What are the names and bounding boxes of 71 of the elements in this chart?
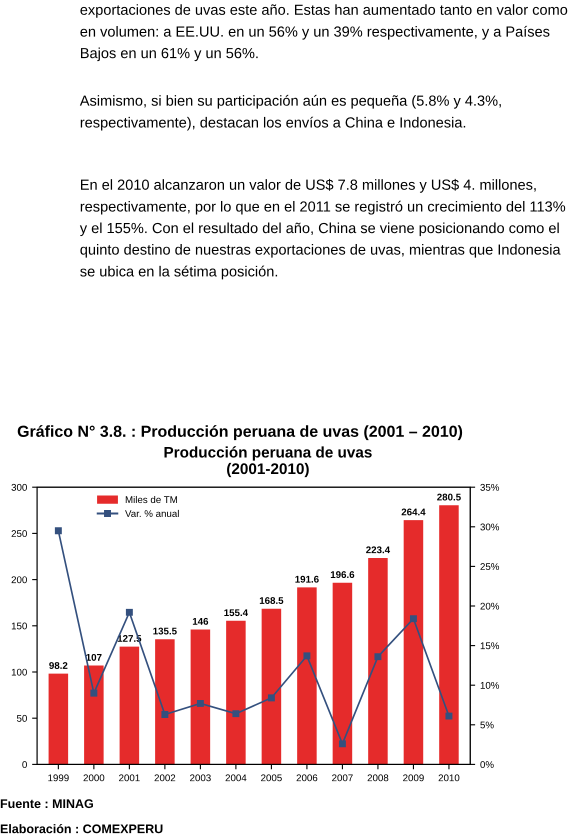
point	[374, 653, 382, 660]
x-tick-label: 2006	[296, 774, 318, 782]
y2-tick-label: 15%	[480, 642, 500, 650]
data-label: 98.2	[49, 662, 68, 669]
y2-tick-label: 20%	[480, 602, 500, 610]
data-label: 280.5	[437, 494, 461, 501]
x-tick-label: 2003	[190, 774, 211, 782]
y2-tick-label: 0%	[480, 761, 494, 768]
x-tick-label: 2000	[84, 774, 104, 782]
bar	[297, 587, 317, 764]
x-tick-label: 2002	[154, 774, 176, 782]
y-tick-label: 100	[12, 668, 27, 676]
point	[90, 690, 98, 697]
text: En el 2010 alcanzaron un valor de US$ 7.8 millones y US$ 4. millones, respectivamente, por lo que en el 2011 se registró un crecimiento del 113% y el 155%. Con el resultado del año, China se viene posicionando como el quinto destino de nuestras exportaciones de uvas, mientras que Indonesia se ubica en la sétima posición.	[80, 178, 566, 280]
bar	[120, 646, 140, 764]
bar	[226, 620, 246, 764]
text: Asimismo, si bien su participación aún es pequeña (5.8% y 4.3%, respectivamente), destacan los envíos a China e Indonesia.	[80, 94, 501, 131]
x-tick-label: 2008	[368, 774, 388, 782]
x-tick-label: 2009	[403, 774, 424, 782]
data-label: 135.5	[153, 628, 177, 635]
x-tick-label: 2010	[438, 774, 460, 782]
data-label: 155.4	[224, 609, 248, 616]
y2-tick-label: 35%	[480, 484, 500, 491]
text: exportaciones de uvas este año. Estas han aumentado tanto en valor como en volumen: a EE.UU. en un 56% y un 39% respectivamente, y a Países Bajos en un 61% y un 56%.	[80, 4, 568, 62]
x-tick-label: 1999	[48, 774, 69, 782]
source-note: Fuente : MINAG	[0, 799, 93, 808]
data-label: 264.4	[402, 508, 426, 516]
y2-tick-label: 10%	[480, 682, 500, 689]
y-tick-label: 50	[16, 714, 27, 722]
point	[445, 712, 452, 720]
point	[196, 700, 204, 707]
x-tick-label: 2004	[226, 774, 246, 782]
x-tick-label: 2001	[119, 774, 140, 782]
data-label: 168.5	[260, 597, 284, 604]
bar	[404, 520, 424, 764]
point	[303, 652, 310, 660]
bar	[368, 558, 388, 764]
point	[338, 740, 346, 748]
point	[54, 527, 62, 534]
point	[410, 615, 417, 622]
data-label: 107	[86, 654, 102, 661]
bar	[190, 629, 210, 764]
point	[126, 608, 133, 616]
data-label: 223.4	[366, 546, 390, 554]
y-tick-label: 0	[22, 761, 27, 768]
bar	[439, 505, 459, 764]
data-label: 191.6	[295, 576, 319, 583]
text: Gráfico N° 3.8. : Producción peruana de uvas (2001 – 2010)	[18, 425, 462, 440]
chart-title: Producción peruana de uvas (2001-2010)	[164, 446, 372, 478]
x-tick-label: 2005	[261, 774, 282, 782]
y-tick-label: 150	[12, 622, 27, 630]
y-tick-label: 300	[11, 484, 27, 491]
data-label: 196.6	[330, 571, 354, 578]
y2-tick-label: 30%	[480, 524, 500, 530]
legend-label: Miles de TM	[126, 496, 177, 504]
bar	[84, 666, 104, 764]
data-label: 146	[192, 618, 208, 625]
bar	[155, 639, 175, 764]
point	[161, 711, 168, 718]
bar	[48, 674, 68, 764]
point	[232, 710, 240, 718]
bar	[332, 582, 352, 764]
x-tick-label: 2007	[332, 774, 353, 782]
y-tick-label: 250	[12, 530, 27, 538]
point	[268, 694, 275, 702]
bar	[262, 608, 282, 764]
y2-tick-label: 25%	[480, 563, 500, 570]
y-tick-label: 200	[12, 576, 27, 584]
legend-label: Var. % anual	[125, 510, 179, 518]
text: Elaboración : COMEXPERU	[0, 824, 162, 834]
y2-tick-label: 5%	[480, 722, 494, 728]
